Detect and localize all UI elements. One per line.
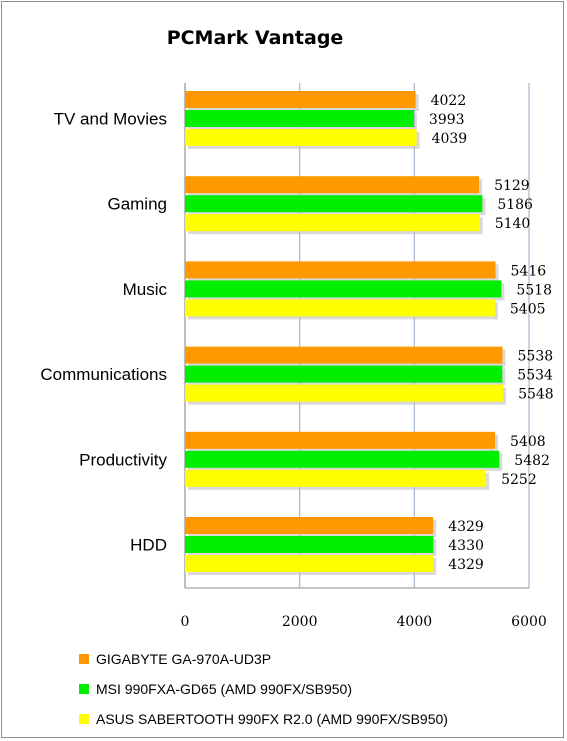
bar (185, 195, 483, 213)
legend-swatch (79, 654, 89, 664)
data-label: 5518 (516, 282, 552, 298)
bar (185, 176, 480, 194)
category-label: HDD (130, 536, 167, 555)
bar (185, 469, 487, 487)
legend: GIGABYTE GA-970A-UD3P MSI 990FXA-GD65 (AM… (79, 651, 448, 727)
bar (185, 261, 496, 279)
plot-area: 0 2000 4000 6000 TV and Movies 4022 3993 4039 Ga… (40, 83, 554, 630)
category-label: Music (123, 280, 168, 299)
bar (185, 536, 434, 553)
data-label: 4330 (448, 538, 484, 554)
x-tick-label: 6000 (511, 614, 547, 630)
legend-entry: MSI 990FXA-GD65 (AMD 990FX/SB950) (96, 681, 352, 697)
bar (185, 214, 480, 232)
legend-swatch (79, 684, 89, 694)
chart-title: PCMark Vantage (167, 27, 344, 49)
legend-swatch (79, 714, 89, 724)
category-label: Communications (40, 365, 167, 384)
bar (185, 129, 417, 146)
x-tick-label: 2000 (282, 614, 318, 630)
data-label: 5186 (497, 197, 533, 213)
bar (185, 555, 434, 572)
data-label: 5538 (518, 349, 554, 365)
bar (185, 299, 495, 317)
category-label: TV and Movies (54, 110, 167, 129)
legend-entry: GIGABYTE GA-970A-UD3P (96, 651, 271, 667)
data-label: 5534 (517, 368, 553, 384)
bar (185, 431, 496, 449)
bar (185, 110, 414, 127)
data-label: 5252 (501, 472, 537, 488)
category-label: Productivity (79, 450, 167, 469)
data-label: 4022 (431, 93, 467, 109)
data-label: 5548 (518, 387, 554, 403)
bar (185, 91, 416, 108)
bar (185, 346, 503, 364)
data-label: 4039 (432, 131, 468, 147)
bar (185, 450, 500, 468)
data-label: 5416 (511, 263, 547, 279)
bar (185, 280, 502, 298)
data-label: 3993 (429, 112, 465, 128)
data-label: 4329 (448, 519, 484, 535)
data-label: 5140 (495, 216, 531, 232)
data-label: 5129 (494, 178, 530, 194)
data-label: 5482 (514, 453, 550, 469)
bar (185, 384, 504, 402)
data-label: 5405 (510, 301, 546, 317)
data-label: 5408 (510, 434, 546, 450)
bar (185, 365, 503, 383)
category-label: Gaming (107, 195, 167, 214)
x-tick-label: 4000 (397, 614, 433, 630)
bar (185, 517, 434, 534)
data-label: 4329 (448, 557, 484, 573)
legend-entry: ASUS SABERTOOTH 990FX R2.0 (AMD 990FX/SB… (96, 711, 448, 727)
x-tick-label: 0 (181, 614, 190, 630)
